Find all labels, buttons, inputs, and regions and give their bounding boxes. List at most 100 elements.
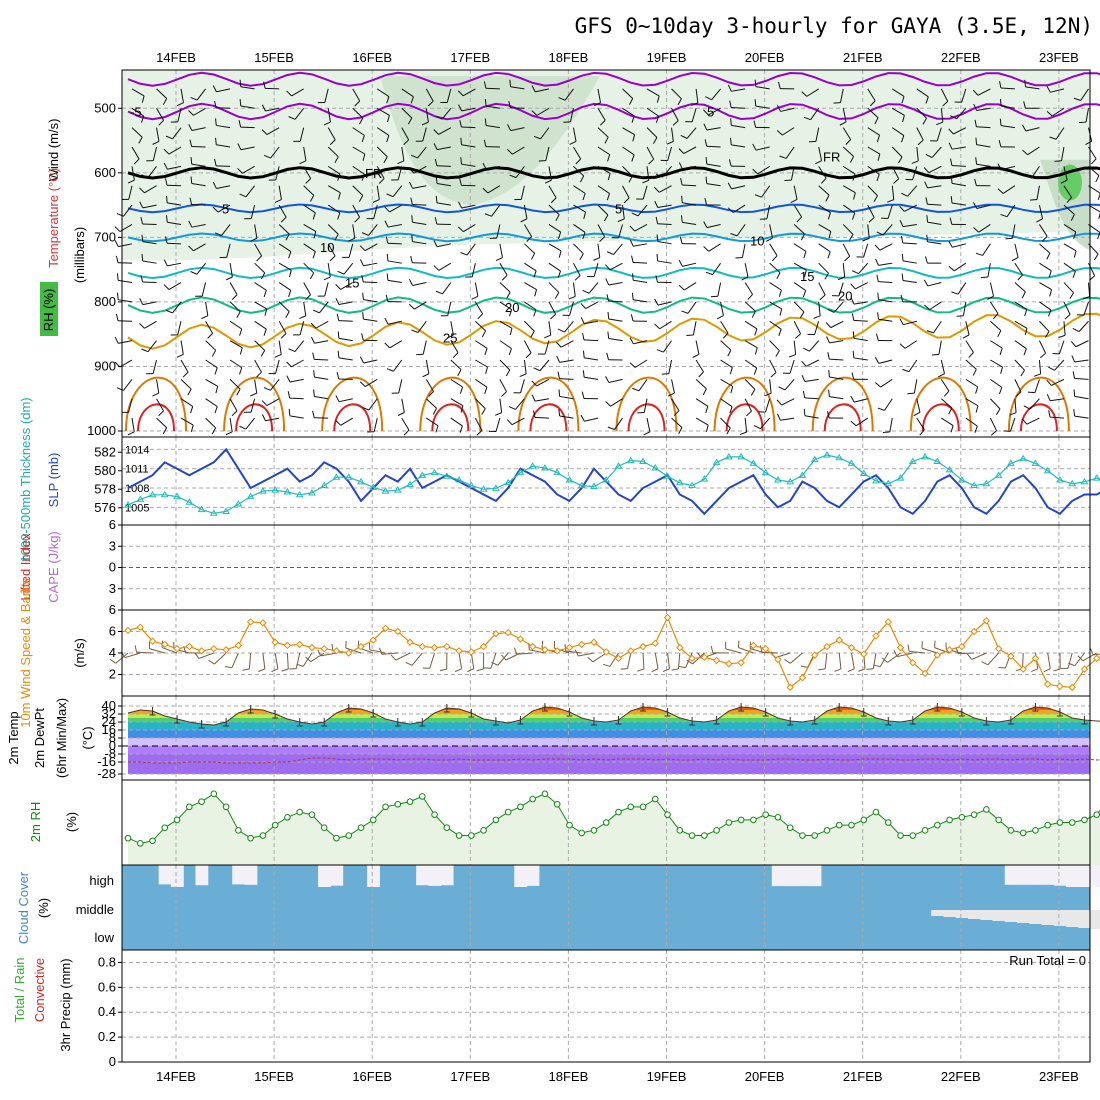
wind-barb bbox=[1083, 301, 1089, 316]
thickness-point bbox=[528, 462, 537, 469]
wind-barb bbox=[833, 301, 844, 313]
wind-barb-flag bbox=[882, 431, 890, 433]
wind-barb bbox=[368, 224, 378, 236]
high-cloud-gap bbox=[367, 865, 380, 887]
wind-barb bbox=[471, 263, 476, 277]
wind-barb-flag bbox=[703, 221, 708, 228]
wind-barb-flag bbox=[256, 255, 262, 262]
thickness-point bbox=[308, 488, 316, 496]
wind-barb-flag bbox=[313, 370, 315, 378]
bottom-date-label: 14FEB bbox=[156, 1069, 196, 1084]
wind-barb-flag bbox=[926, 215, 929, 223]
wind-barb bbox=[278, 321, 287, 334]
wind-barb bbox=[387, 242, 402, 245]
middle-cloud-gap bbox=[1053, 910, 1067, 926]
wind-speed-point bbox=[295, 640, 304, 649]
wind-barb bbox=[940, 108, 944, 123]
wind-barb-flag bbox=[208, 659, 215, 665]
wind-barb bbox=[573, 262, 581, 276]
wind-barb bbox=[646, 127, 658, 138]
wind-barb bbox=[474, 282, 479, 297]
wind-barb bbox=[720, 340, 732, 351]
middle-cloud-gap bbox=[1090, 910, 1100, 929]
wind-10m-panel: 246 bbox=[109, 609, 1100, 697]
wind-barb bbox=[720, 378, 733, 387]
wind-barb bbox=[809, 340, 820, 352]
cape-axis-label: CAPE (J/kg) bbox=[46, 531, 61, 603]
thickness-point bbox=[884, 479, 893, 487]
wind-barb-flag bbox=[698, 371, 704, 378]
wind-barb-flag bbox=[703, 109, 709, 116]
wind-barb-flag bbox=[581, 391, 585, 399]
wind-barb-flag bbox=[826, 336, 830, 344]
wind-barb bbox=[398, 379, 403, 394]
wind-barb-flag bbox=[628, 176, 633, 183]
wind-barb-flag bbox=[900, 235, 904, 244]
wind-barb bbox=[303, 146, 307, 161]
rh-point bbox=[848, 821, 855, 829]
wind-barb bbox=[437, 243, 451, 248]
wind-barb-flag bbox=[263, 328, 267, 336]
wind-barb bbox=[838, 652, 842, 669]
wind-barb bbox=[299, 127, 305, 142]
wind-barb-flag bbox=[1021, 291, 1026, 299]
wind-barb-flag bbox=[1043, 668, 1051, 673]
wind-barb-flag bbox=[924, 181, 928, 189]
wind-barb-flag bbox=[508, 309, 513, 317]
wind-barb bbox=[781, 398, 795, 406]
wind-speed-point bbox=[148, 637, 157, 645]
wind-barb bbox=[818, 204, 831, 214]
wind-barb bbox=[338, 320, 353, 322]
wind-barb-flag bbox=[775, 350, 780, 357]
top-date-label: 20FEB bbox=[745, 50, 785, 65]
wind-barb bbox=[597, 88, 602, 103]
wind-barb-flag bbox=[1046, 394, 1051, 401]
wind-barb bbox=[931, 146, 942, 158]
isotherm-label: 20 bbox=[505, 300, 519, 315]
wind-barb bbox=[387, 223, 402, 228]
wind-barb bbox=[466, 243, 476, 256]
thickness-point bbox=[418, 471, 427, 478]
wind-barb-flag bbox=[754, 194, 762, 198]
wind-barb-flag bbox=[866, 668, 874, 670]
wind-barb bbox=[1088, 262, 1096, 276]
thickness-point bbox=[479, 485, 488, 492]
wind-barb-flag bbox=[460, 252, 468, 256]
wind-barb-flag bbox=[582, 232, 586, 240]
wind-barb-flag bbox=[834, 668, 842, 672]
wind-barb bbox=[646, 107, 659, 117]
wind-speed-point bbox=[504, 628, 512, 637]
rh-point bbox=[725, 819, 733, 826]
wind-barb-flag bbox=[116, 273, 119, 281]
wind-barb-flag bbox=[629, 98, 634, 105]
wind-barb bbox=[608, 300, 623, 303]
wind-barb bbox=[842, 263, 846, 278]
wind-barb-flag bbox=[139, 322, 145, 329]
isotherm-label: 25 bbox=[443, 330, 457, 345]
high-cloud-gap bbox=[232, 865, 246, 885]
wind-barb bbox=[338, 301, 353, 306]
wind-speed-point bbox=[541, 646, 549, 654]
wind-barb-flag bbox=[702, 388, 707, 396]
wind-barb-flag bbox=[901, 192, 908, 197]
rh-point bbox=[713, 827, 720, 834]
wind-barb-flag bbox=[680, 134, 688, 139]
wind-barb bbox=[363, 262, 378, 267]
wind-barb bbox=[614, 417, 623, 430]
wind-barb bbox=[544, 340, 550, 355]
wind-barb bbox=[191, 127, 206, 131]
wind-barb bbox=[744, 282, 753, 295]
isotherm-label: 15 bbox=[800, 269, 814, 284]
wind-barb bbox=[289, 378, 304, 383]
wind-barb bbox=[425, 379, 434, 392]
wind-barb bbox=[205, 340, 217, 351]
rh-point bbox=[1044, 821, 1051, 829]
wind-barb bbox=[706, 127, 721, 131]
wind-barb bbox=[167, 221, 182, 225]
wind-barb bbox=[475, 320, 486, 332]
wind-barb-flag bbox=[452, 352, 459, 359]
wind-barb-flag bbox=[673, 410, 680, 417]
wind-barb bbox=[965, 378, 978, 388]
wind-barb bbox=[829, 358, 844, 361]
wind-barb-flag bbox=[852, 331, 855, 339]
